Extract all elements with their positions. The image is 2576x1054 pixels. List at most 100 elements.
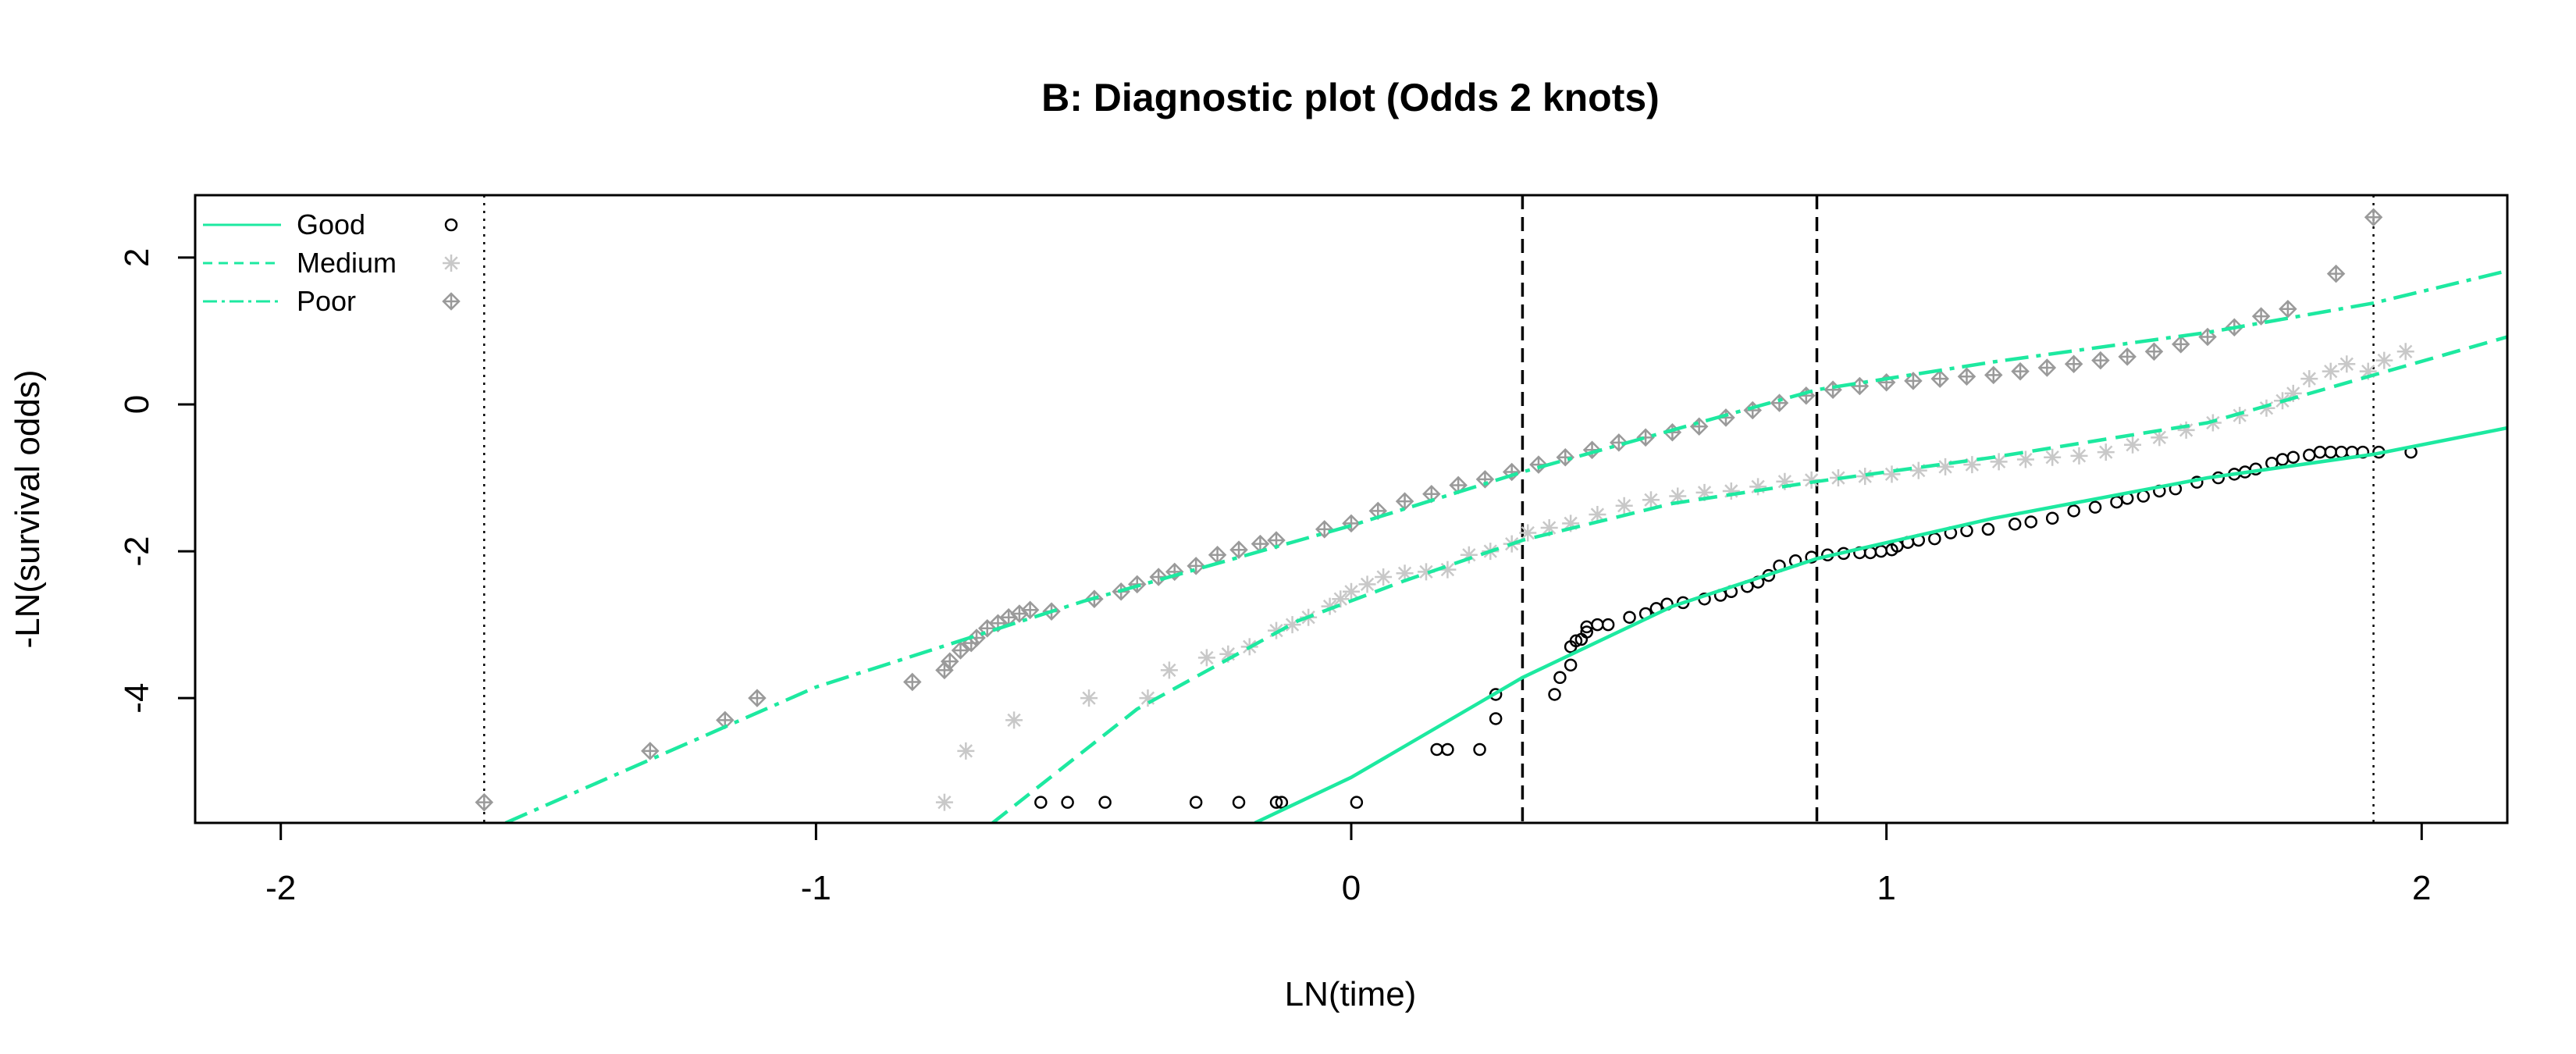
poor-point (940, 652, 959, 671)
medium-point (1268, 621, 1286, 639)
medium-point (1802, 471, 1820, 489)
asterisk-icon (2070, 447, 2088, 465)
diamond-plus-icon (1395, 492, 1414, 511)
y-tick-label: -2 (118, 536, 156, 567)
circle-icon (2067, 504, 2080, 518)
circle-icon (2110, 495, 2123, 509)
circle-icon (2324, 445, 2337, 459)
diamond-plus-icon (2091, 351, 2110, 370)
circle-icon (2286, 450, 2300, 464)
medium-point (1343, 582, 1360, 600)
circle-icon (1350, 796, 1364, 809)
diamond-plus-icon (1823, 380, 1842, 399)
medium-point (1589, 506, 1606, 524)
circle-icon (2356, 445, 2370, 459)
asterisk-icon (2044, 448, 2062, 466)
asterisk-icon (2258, 399, 2275, 417)
asterisk-icon (1776, 472, 1794, 490)
asterisk-icon (1197, 649, 1215, 667)
poor-point (641, 742, 660, 760)
medium-point (935, 793, 953, 811)
poor-point (2064, 354, 2083, 374)
asterisk-icon (1332, 590, 1350, 608)
circle-icon (2303, 448, 2316, 462)
diamond-plus-icon (748, 689, 767, 707)
medium-point (2231, 407, 2249, 425)
good-point (2313, 445, 2327, 459)
asterisk-icon (1268, 621, 1286, 639)
good-point (1034, 796, 1048, 809)
good-point (2088, 500, 2102, 514)
poor-point (2118, 347, 2137, 366)
circle-icon (1548, 688, 1561, 701)
medium-point (1080, 689, 1098, 707)
diamond-plus-icon (442, 292, 461, 311)
circle-icon (1269, 796, 1283, 809)
asterisk-icon (1540, 518, 1558, 536)
circle-icon (1874, 544, 1888, 558)
asterisk-icon (1642, 491, 1660, 509)
poor-point (2171, 335, 2190, 354)
medium-point (2258, 399, 2275, 417)
asterisk-icon (1562, 515, 1580, 532)
poor-point (1984, 365, 2003, 385)
medium-point (957, 742, 975, 760)
good-point (1189, 796, 1203, 809)
circle-icon (1569, 634, 1583, 648)
poor-point (1904, 372, 1923, 390)
plot-frame (194, 194, 2509, 824)
circle-icon (1189, 796, 1203, 809)
legend-item-medium: Medium (203, 247, 460, 279)
poor-point (1823, 380, 1842, 399)
poor-point (1342, 514, 1361, 533)
circle-icon (2275, 453, 2290, 466)
diamond-plus-icon (2171, 335, 2190, 354)
asterisk-icon (1615, 497, 1633, 515)
asterisk-icon (1375, 568, 1393, 586)
diamond-plus-icon (1904, 372, 1923, 390)
asterisk-icon (1669, 487, 1687, 505)
poor-point (475, 792, 494, 812)
good-point (1061, 796, 1074, 809)
good-point (1275, 796, 1289, 809)
good-point (2067, 504, 2080, 518)
asterisk-icon (935, 793, 953, 811)
medium-point (1358, 575, 1376, 593)
circle-icon (1489, 712, 1503, 725)
diamond-plus-icon (1229, 540, 1248, 559)
medium-point (2359, 362, 2377, 380)
asterisk-icon (1722, 482, 1740, 500)
medium-point (1321, 597, 1339, 615)
asterisk-icon (1160, 661, 1178, 679)
legend-item-good: Good (203, 208, 458, 240)
medium-point (1375, 568, 1393, 586)
medium-point (1417, 563, 1435, 581)
medium-point (2322, 362, 2339, 380)
good-point (2286, 450, 2300, 464)
good-point (1489, 712, 1503, 725)
good-point (1430, 742, 1443, 757)
diamond-plus-icon (951, 641, 970, 660)
asterisk-icon (2016, 450, 2034, 468)
good-point (1548, 688, 1561, 701)
medium-point (1540, 518, 1558, 536)
poor-point (1229, 540, 1248, 559)
medium-point (1005, 711, 1023, 729)
asterisk-icon (1909, 461, 1927, 479)
asterisk-icon (2231, 407, 2249, 425)
asterisk-icon (1990, 453, 2008, 471)
circle-icon (1430, 742, 1443, 757)
poor-point (1689, 417, 1709, 436)
diamond-plus-icon (1342, 514, 1361, 533)
x-tick-label: -1 (801, 869, 831, 907)
circle-icon (2024, 515, 2038, 529)
medium-point (1197, 649, 1215, 667)
medium-point (1963, 456, 1981, 474)
good-point (1564, 658, 1578, 672)
legend-marker-poor (442, 292, 461, 311)
good-point (2275, 453, 2290, 466)
diamond-plus-icon (2118, 347, 2137, 366)
diamond-plus-icon (2364, 208, 2383, 226)
medium-point (1283, 616, 1301, 634)
diamond-plus-icon (1689, 417, 1709, 436)
